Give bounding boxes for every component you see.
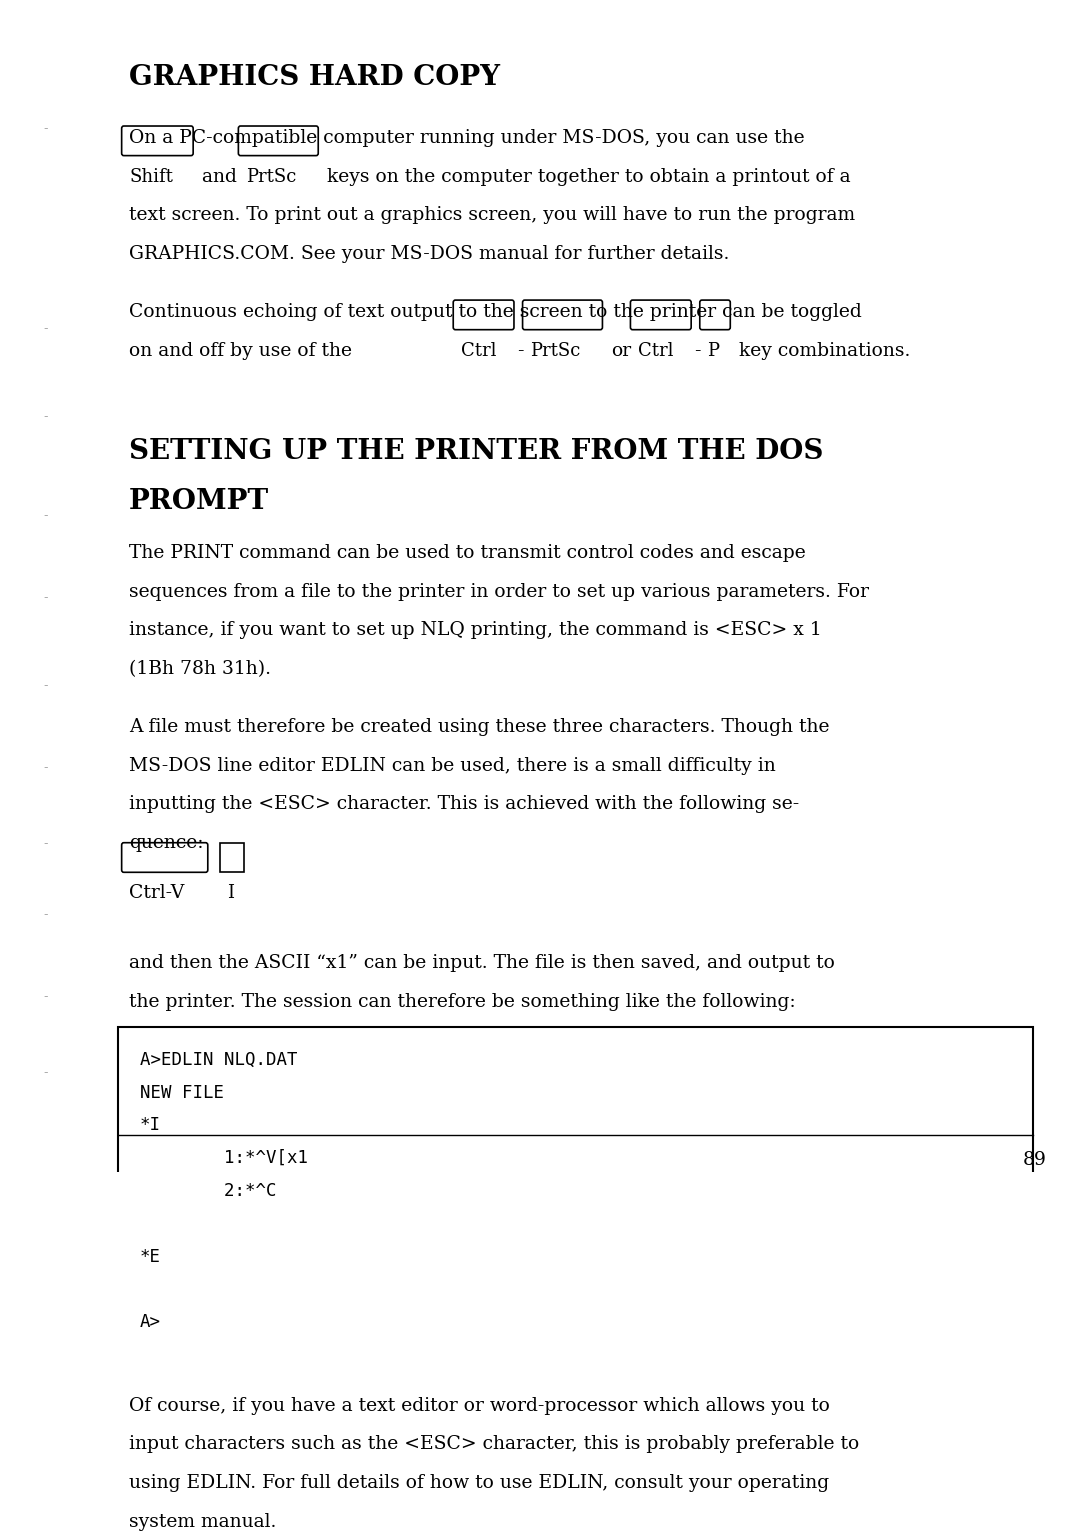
Text: 1:*^V[x1: 1:*^V[x1 [140,1150,308,1167]
Text: The PRINT command can be used to transmit control codes and escape: The PRINT command can be used to transmi… [130,544,806,563]
Text: 2:*^C: 2:*^C [140,1182,276,1200]
Text: (1Bh 78h 31h).: (1Bh 78h 31h). [130,659,271,678]
Text: -: - [43,592,48,604]
Text: *I: *I [140,1116,161,1134]
Text: A>EDLIN NLQ.DAT: A>EDLIN NLQ.DAT [140,1050,297,1069]
Text: or: or [611,342,631,360]
Text: inputting the <ESC> character. This is achieved with the following se-: inputting the <ESC> character. This is a… [130,796,799,814]
Text: NEW FILE: NEW FILE [140,1084,224,1102]
FancyBboxPatch shape [219,843,244,872]
Text: -: - [43,409,48,423]
Text: -: - [43,837,48,851]
Text: -: - [43,509,48,523]
Text: *E: *E [140,1248,161,1266]
Text: instance, if you want to set up NLQ printing, the command is <ESC> x 1: instance, if you want to set up NLQ prin… [130,621,822,639]
Text: -: - [43,990,48,1003]
Text: -: - [43,322,48,334]
FancyBboxPatch shape [631,300,691,330]
Text: 89: 89 [1023,1151,1047,1170]
FancyBboxPatch shape [700,300,730,330]
Text: MS-DOS line editor EDLIN can be used, there is a small difficulty in: MS-DOS line editor EDLIN can be used, th… [130,757,775,774]
Text: PrtSc: PrtSc [246,167,296,185]
Text: PrtSc: PrtSc [530,342,580,360]
Text: input characters such as the <ESC> character, this is probably preferable to: input characters such as the <ESC> chara… [130,1435,860,1453]
Text: text screen. To print out a graphics screen, you will have to run the program: text screen. To print out a graphics scr… [130,207,855,224]
FancyBboxPatch shape [523,300,603,330]
Text: Ctrl: Ctrl [461,342,497,360]
Text: Continuous echoing of text output to the screen to the printer can be toggled: Continuous echoing of text output to the… [130,304,862,320]
Text: key combinations.: key combinations. [739,342,910,360]
Text: Of course, if you have a text editor or word-processor which allows you to: Of course, if you have a text editor or … [130,1397,831,1415]
Text: GRAPHICS HARD COPY: GRAPHICS HARD COPY [130,64,500,92]
Text: Ctrl: Ctrl [638,342,674,360]
Text: -: - [43,908,48,921]
Text: -: - [43,679,48,693]
FancyBboxPatch shape [122,843,207,872]
Text: GRAPHICS.COM. See your MS-DOS manual for further details.: GRAPHICS.COM. See your MS-DOS manual for… [130,245,730,264]
Text: quence:: quence: [130,834,204,852]
Text: sequences from a file to the printer in order to set up various parameters. For: sequences from a file to the printer in … [130,583,869,601]
FancyBboxPatch shape [119,1027,1034,1369]
Text: -: - [43,762,48,774]
Text: using EDLIN. For full details of how to use EDLIN, consult your operating: using EDLIN. For full details of how to … [130,1473,829,1492]
Text: -: - [517,342,524,360]
Text: system manual.: system manual. [130,1513,276,1530]
FancyBboxPatch shape [122,126,193,156]
Text: On a PC-compatible computer running under MS-DOS, you can use the: On a PC-compatible computer running unde… [130,129,805,147]
Text: P: P [707,342,719,360]
FancyBboxPatch shape [239,126,319,156]
Text: and: and [202,167,243,185]
Text: A>: A> [140,1314,161,1331]
Text: -: - [694,342,701,360]
Text: A file must therefore be created using these three characters. Though the: A file must therefore be created using t… [130,717,829,736]
Text: PROMPT: PROMPT [130,487,269,515]
Text: on and off by use of the: on and off by use of the [130,342,352,360]
Text: Ctrl-V: Ctrl-V [130,885,185,903]
Text: and then the ASCII “x1” can be input. The file is then saved, and output to: and then the ASCII “x1” can be input. Th… [130,954,835,972]
Text: -: - [43,1065,48,1079]
FancyBboxPatch shape [454,300,514,330]
Text: keys on the computer together to obtain a printout of a: keys on the computer together to obtain … [327,167,850,185]
Text: I: I [227,885,234,903]
Text: the printer. The session can therefore be something like the following:: the printer. The session can therefore b… [130,993,796,1010]
Text: SETTING UP THE PRINTER FROM THE DOS: SETTING UP THE PRINTER FROM THE DOS [130,438,824,466]
Text: Shift: Shift [130,167,173,185]
Text: -: - [43,123,48,135]
